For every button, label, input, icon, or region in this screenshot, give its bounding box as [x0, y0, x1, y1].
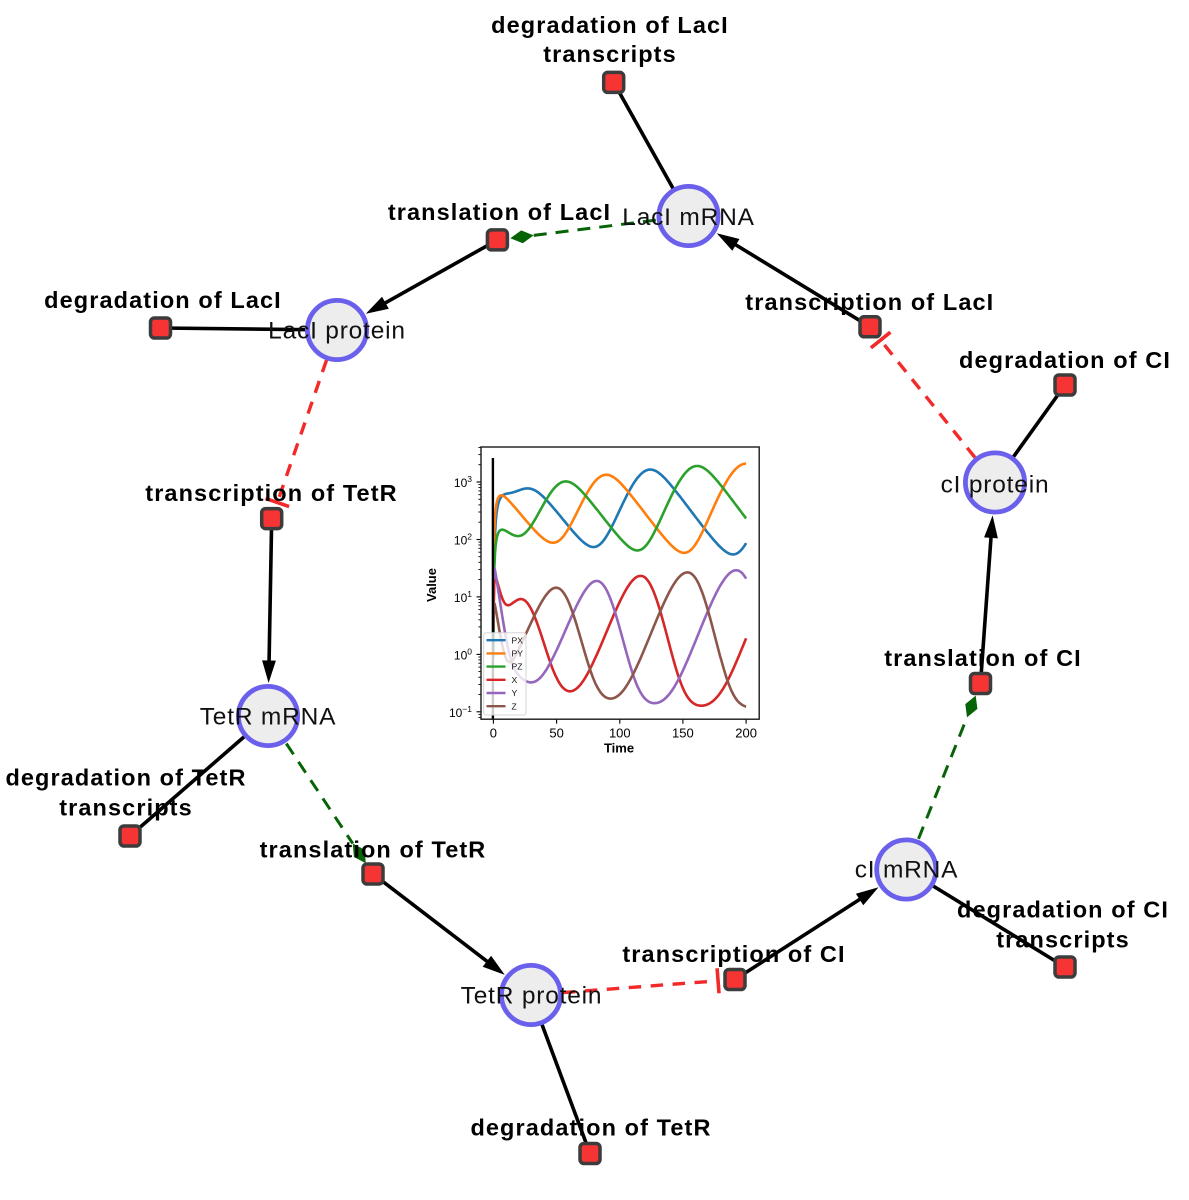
svg-text:PX: PX [512, 635, 524, 645]
svg-text:transcripts: transcripts [543, 41, 677, 67]
svg-text:transcripts: transcripts [59, 795, 193, 821]
svg-text:PY: PY [512, 649, 524, 659]
svg-text:transcription of CI: transcription of CI [622, 941, 845, 967]
svg-text:transcription of LacI: transcription of LacI [745, 289, 994, 315]
svg-text:TetR protein: TetR protein [461, 983, 603, 1010]
svg-text:Value: Value [424, 568, 439, 602]
svg-text:Y: Y [512, 688, 518, 698]
svg-text:cI mRNA: cI mRNA [855, 857, 959, 884]
svg-text:degradation of LacI: degradation of LacI [491, 12, 729, 38]
svg-text:transcripts: transcripts [996, 927, 1130, 953]
svg-text:100: 100 [609, 725, 631, 740]
svg-text:degradation of CI: degradation of CI [957, 897, 1169, 923]
svg-text:50: 50 [549, 725, 563, 740]
svg-text:degradation of TetR: degradation of TetR [5, 765, 246, 791]
svg-text:degradation of CI: degradation of CI [959, 347, 1171, 373]
svg-text:LacI mRNA: LacI mRNA [622, 204, 754, 231]
svg-text:transcription of TetR: transcription of TetR [145, 480, 397, 506]
svg-text:TetR mRNA: TetR mRNA [200, 704, 337, 731]
svg-text:PZ: PZ [512, 662, 523, 672]
svg-text:Z: Z [512, 701, 517, 711]
svg-text:LacI protein: LacI protein [268, 318, 406, 345]
svg-text:150: 150 [672, 725, 694, 740]
svg-text:0: 0 [490, 725, 497, 740]
svg-text:200: 200 [735, 725, 757, 740]
svg-text:degradation of TetR: degradation of TetR [470, 1115, 711, 1141]
svg-text:Time: Time [604, 741, 634, 756]
svg-text:translation of LacI: translation of LacI [388, 199, 611, 225]
svg-text:translation of CI: translation of CI [884, 645, 1082, 671]
svg-text:X: X [512, 675, 518, 685]
svg-text:degradation of LacI: degradation of LacI [44, 287, 282, 313]
svg-text:translation of TetR: translation of TetR [260, 837, 487, 863]
svg-text:cI protein: cI protein [941, 472, 1050, 499]
